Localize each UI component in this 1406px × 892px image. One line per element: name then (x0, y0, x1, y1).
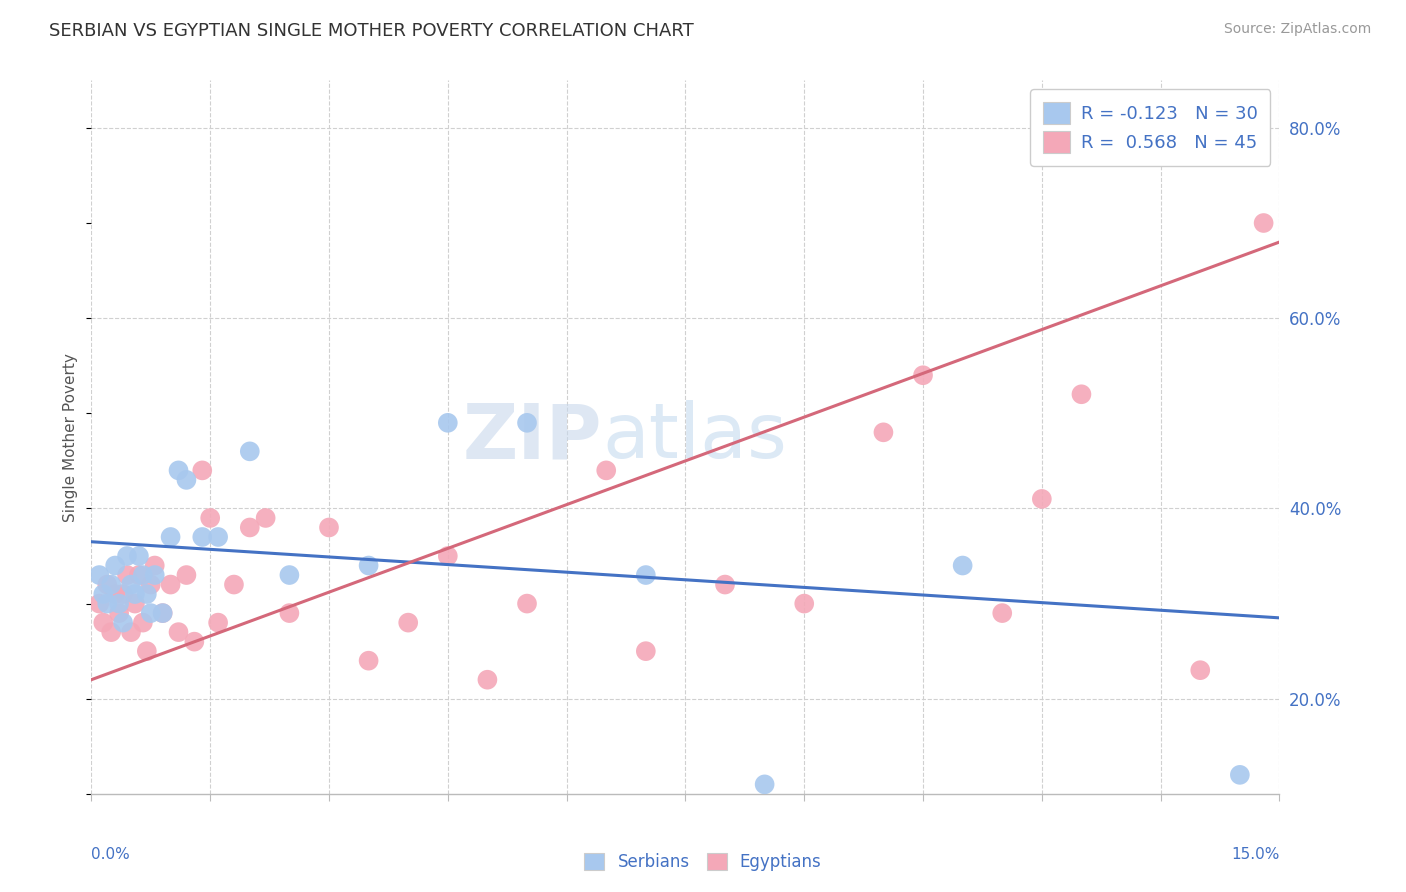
Point (793, 597, 815, 611)
Point (104, 558, 127, 573)
Point (1189, 663, 1212, 677)
Point (143, 558, 166, 573)
Point (135, 587, 157, 601)
Y-axis label: Single Mother Poverty: Single Mother Poverty (63, 352, 79, 522)
Text: atlas: atlas (602, 401, 787, 474)
Point (911, 368, 934, 383)
Point (96, 597, 118, 611)
Point (112, 615, 135, 630)
Point (198, 511, 221, 525)
Point (159, 577, 181, 591)
Point (104, 587, 127, 601)
Point (176, 568, 198, 582)
Point (100, 625, 122, 640)
Point (1031, 491, 1053, 506)
Legend: R = -0.123   N = 30, R =  0.568   N = 45: R = -0.123 N = 30, R = 0.568 N = 45 (1031, 89, 1271, 166)
Point (1070, 387, 1092, 401)
Point (152, 606, 174, 620)
Point (183, 634, 205, 648)
Point (516, 597, 538, 611)
Point (115, 568, 138, 582)
Point (357, 654, 380, 668)
Point (278, 568, 301, 582)
Point (436, 416, 458, 430)
Point (124, 597, 146, 611)
Point (120, 577, 142, 591)
Point (595, 463, 617, 477)
Point (112, 587, 135, 601)
Text: Source: ZipAtlas.com: Source: ZipAtlas.com (1223, 22, 1371, 37)
Point (1229, 768, 1251, 782)
Text: SERBIAN VS EGYPTIAN SINGLE MOTHER POVERTY CORRELATION CHART: SERBIAN VS EGYPTIAN SINGLE MOTHER POVERT… (49, 22, 695, 40)
Point (120, 625, 142, 640)
Point (176, 473, 198, 487)
Point (108, 606, 131, 620)
Point (436, 549, 458, 563)
Point (872, 425, 894, 440)
Legend: Serbians, Egyptians: Serbians, Egyptians (576, 845, 830, 880)
Point (152, 606, 174, 620)
Point (132, 568, 155, 582)
Point (714, 577, 737, 591)
Point (239, 520, 262, 534)
Point (357, 558, 380, 573)
Point (1149, 130, 1171, 145)
Point (167, 625, 190, 640)
Point (108, 597, 131, 611)
Point (278, 606, 301, 620)
Text: 15.0%: 15.0% (1232, 847, 1279, 863)
Point (191, 463, 214, 477)
Point (143, 568, 166, 582)
Point (100, 577, 122, 591)
Point (115, 549, 138, 563)
Point (396, 615, 419, 630)
Point (991, 606, 1014, 620)
Point (207, 615, 229, 630)
Point (135, 644, 157, 658)
Point (239, 444, 262, 458)
Point (167, 463, 190, 477)
Point (1253, 216, 1275, 230)
Point (634, 568, 657, 582)
Point (254, 511, 277, 525)
Point (159, 530, 181, 544)
Point (96, 577, 118, 591)
Point (132, 615, 155, 630)
Point (128, 549, 150, 563)
Point (318, 520, 340, 534)
Point (89, 568, 111, 582)
Point (516, 416, 538, 430)
Point (634, 644, 657, 658)
Point (139, 577, 162, 591)
Point (124, 587, 146, 601)
Point (91, 615, 114, 630)
Point (222, 577, 245, 591)
Text: ZIP: ZIP (463, 401, 602, 474)
Point (91, 587, 114, 601)
Point (477, 673, 499, 687)
Point (191, 530, 214, 544)
Point (128, 568, 150, 582)
Point (754, 777, 776, 791)
Point (139, 606, 162, 620)
Point (89, 597, 111, 611)
Text: 0.0%: 0.0% (91, 847, 131, 863)
Point (952, 558, 974, 573)
Point (207, 530, 229, 544)
